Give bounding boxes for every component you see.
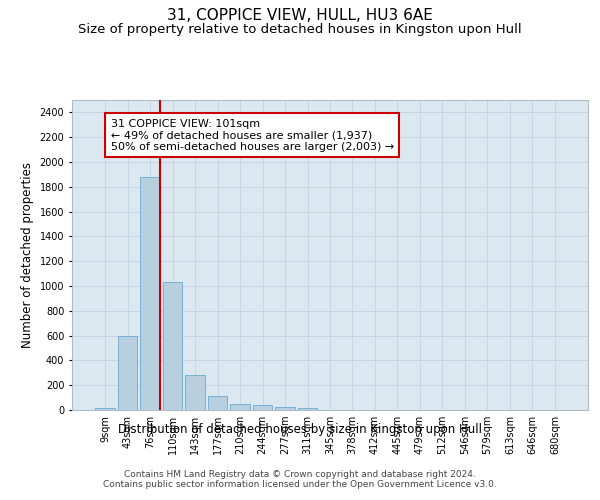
Text: Contains HM Land Registry data © Crown copyright and database right 2024.
Contai: Contains HM Land Registry data © Crown c…	[103, 470, 497, 490]
Bar	[118, 336, 137, 410]
Bar	[298, 408, 317, 410]
Text: Distribution of detached houses by size in Kingston upon Hull: Distribution of detached houses by size …	[118, 422, 482, 436]
Bar	[185, 374, 205, 410]
Bar	[275, 407, 295, 410]
Bar	[95, 408, 115, 410]
Text: 31, COPPICE VIEW, HULL, HU3 6AE: 31, COPPICE VIEW, HULL, HU3 6AE	[167, 8, 433, 22]
Text: Size of property relative to detached houses in Kingston upon Hull: Size of property relative to detached ho…	[78, 22, 522, 36]
Y-axis label: Number of detached properties: Number of detached properties	[21, 162, 34, 348]
Bar	[208, 396, 227, 410]
Bar	[140, 177, 160, 410]
Bar	[253, 405, 272, 410]
Text: 31 COPPICE VIEW: 101sqm
← 49% of detached houses are smaller (1,937)
50% of semi: 31 COPPICE VIEW: 101sqm ← 49% of detache…	[110, 118, 394, 152]
Bar	[230, 404, 250, 410]
Bar	[163, 282, 182, 410]
